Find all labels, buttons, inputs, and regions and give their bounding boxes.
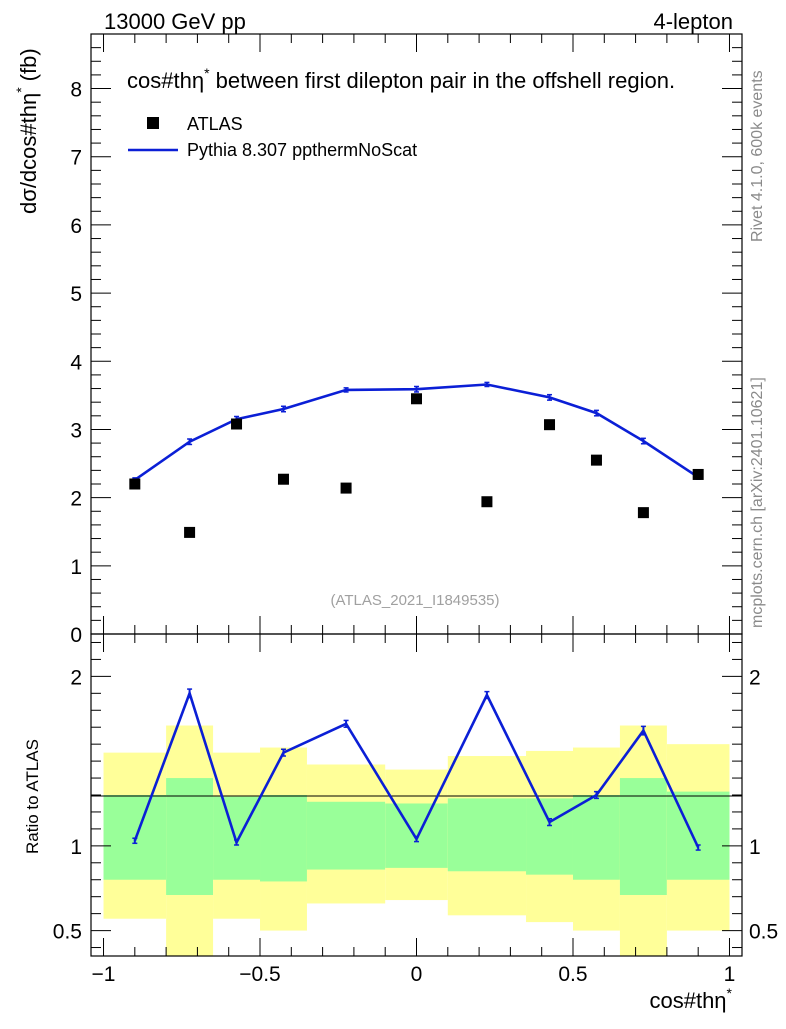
ratio-bands — [103, 725, 730, 956]
ylabel-unit: (fb) — [16, 48, 41, 81]
title-sup: * — [204, 65, 210, 81]
inner-uncertainty-band — [447, 798, 527, 872]
atlas-marker — [481, 496, 493, 508]
inner-uncertainty-band — [166, 778, 214, 895]
inner-uncertainty-band — [306, 801, 386, 870]
atlas-marker — [590, 454, 602, 466]
ratio-frame — [90, 633, 743, 957]
ratio-y-tick-label: 0.5 — [53, 921, 82, 944]
rivet-info: Rivet 4.1.0, 600k events — [749, 70, 766, 242]
atlas-markers — [129, 393, 704, 538]
atlas-marker — [129, 478, 141, 490]
inner-uncertainty-band — [260, 795, 307, 882]
x-tick-label: 0 — [411, 963, 423, 986]
ratio-y-tick-label-right: 0.5 — [749, 921, 778, 944]
plot-title: cos#thη* between first dilepton pair in … — [127, 65, 675, 93]
atlas-marker — [544, 419, 556, 431]
main-y-tick-label: 6 — [70, 215, 82, 238]
x-tick-label: 0.5 — [558, 963, 587, 986]
atlas-marker — [411, 393, 422, 405]
main-y-tick-label: 0 — [70, 624, 82, 647]
ratio-y-tick-label: 2 — [70, 666, 82, 689]
main-y-tick-label: 8 — [70, 79, 82, 102]
x-tick-label: 1 — [724, 963, 736, 986]
header-left: 13000 GeV pp — [104, 9, 246, 34]
atlas-marker — [692, 468, 704, 480]
ratio-y-tick-label: 1 — [70, 836, 82, 859]
xlabel: cos#thη* — [649, 985, 732, 1013]
ratio-error-bars — [132, 688, 701, 851]
main-y-tick-label: 1 — [70, 556, 82, 579]
inner-uncertainty-band — [619, 778, 667, 895]
inner-uncertainty-band — [385, 803, 448, 868]
legend-atlas-label: ATLAS — [187, 114, 243, 134]
xlabel-sup: * — [727, 985, 733, 1001]
ratio-y-tick-label-right: 1 — [749, 836, 761, 859]
x-tick-label: −0.5 — [239, 963, 280, 986]
main-y-tick-label: 5 — [70, 283, 82, 306]
title-main: cos#thη — [127, 68, 204, 93]
atlas-marker — [277, 473, 289, 485]
inner-uncertainty-band — [666, 791, 730, 880]
mcplots-info: mcplots.cern.ch [arXiv:2401.10621] — [749, 377, 766, 628]
legend-mc-label: Pythia 8.307 ppthermNoScat — [187, 140, 417, 160]
xlabel-main: cos#thη — [649, 988, 726, 1013]
ratio-y-tick-label-right: 2 — [749, 666, 761, 689]
atlas-marker — [637, 507, 649, 519]
main-y-tick-label: 2 — [70, 488, 82, 511]
main-y-tick-label: 3 — [70, 419, 82, 442]
atlas-marker — [340, 482, 352, 494]
main-y-tick-label: 7 — [70, 147, 82, 170]
watermark: (ATLAS_2021_I1849535) — [330, 592, 499, 609]
x-tick-label: −1 — [92, 963, 116, 986]
ratio-axis-ticks: 0.5 0.5 1 1 2 2 −1 −0.5 0 0.5 1 — [53, 634, 778, 986]
main-ylabel: dσ/dcos#thη* (fb) — [13, 48, 41, 214]
ratio-ylabel: Ratio to ATLAS — [23, 739, 42, 854]
ylabel-sup: * — [13, 87, 29, 93]
main-y-tick-label: 4 — [70, 351, 82, 374]
main-axis-ticks: 0 1 2 3 4 5 6 7 8 — [70, 33, 742, 647]
atlas-marker — [184, 526, 196, 538]
inner-uncertainty-band — [572, 795, 620, 880]
ylabel-main: dσ/dcos#thη — [16, 93, 41, 214]
header-right: 4-lepton — [653, 9, 733, 34]
atlas-marker — [231, 418, 243, 430]
legend-atlas-marker — [147, 117, 159, 129]
inner-uncertainty-band — [526, 798, 573, 875]
title-rest: between first dilepton pair in the offsh… — [210, 68, 676, 93]
